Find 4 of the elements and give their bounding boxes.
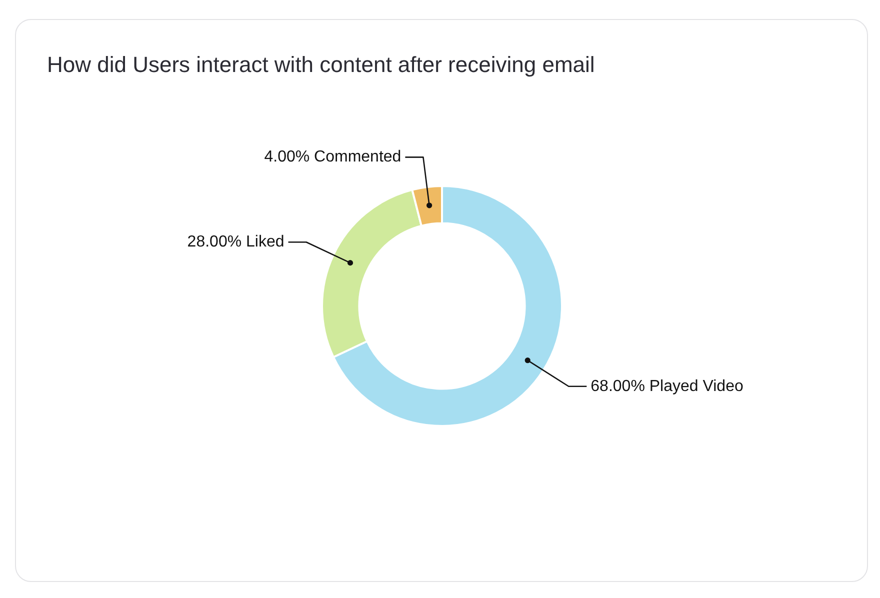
slice-label: 4.00% Commented	[264, 148, 402, 166]
slice-label: 68.00% Played Video	[590, 378, 744, 395]
slice-label: 28.00% Liked	[187, 234, 284, 251]
chart-title: How did Users interact with content after receiving email	[47, 52, 595, 78]
